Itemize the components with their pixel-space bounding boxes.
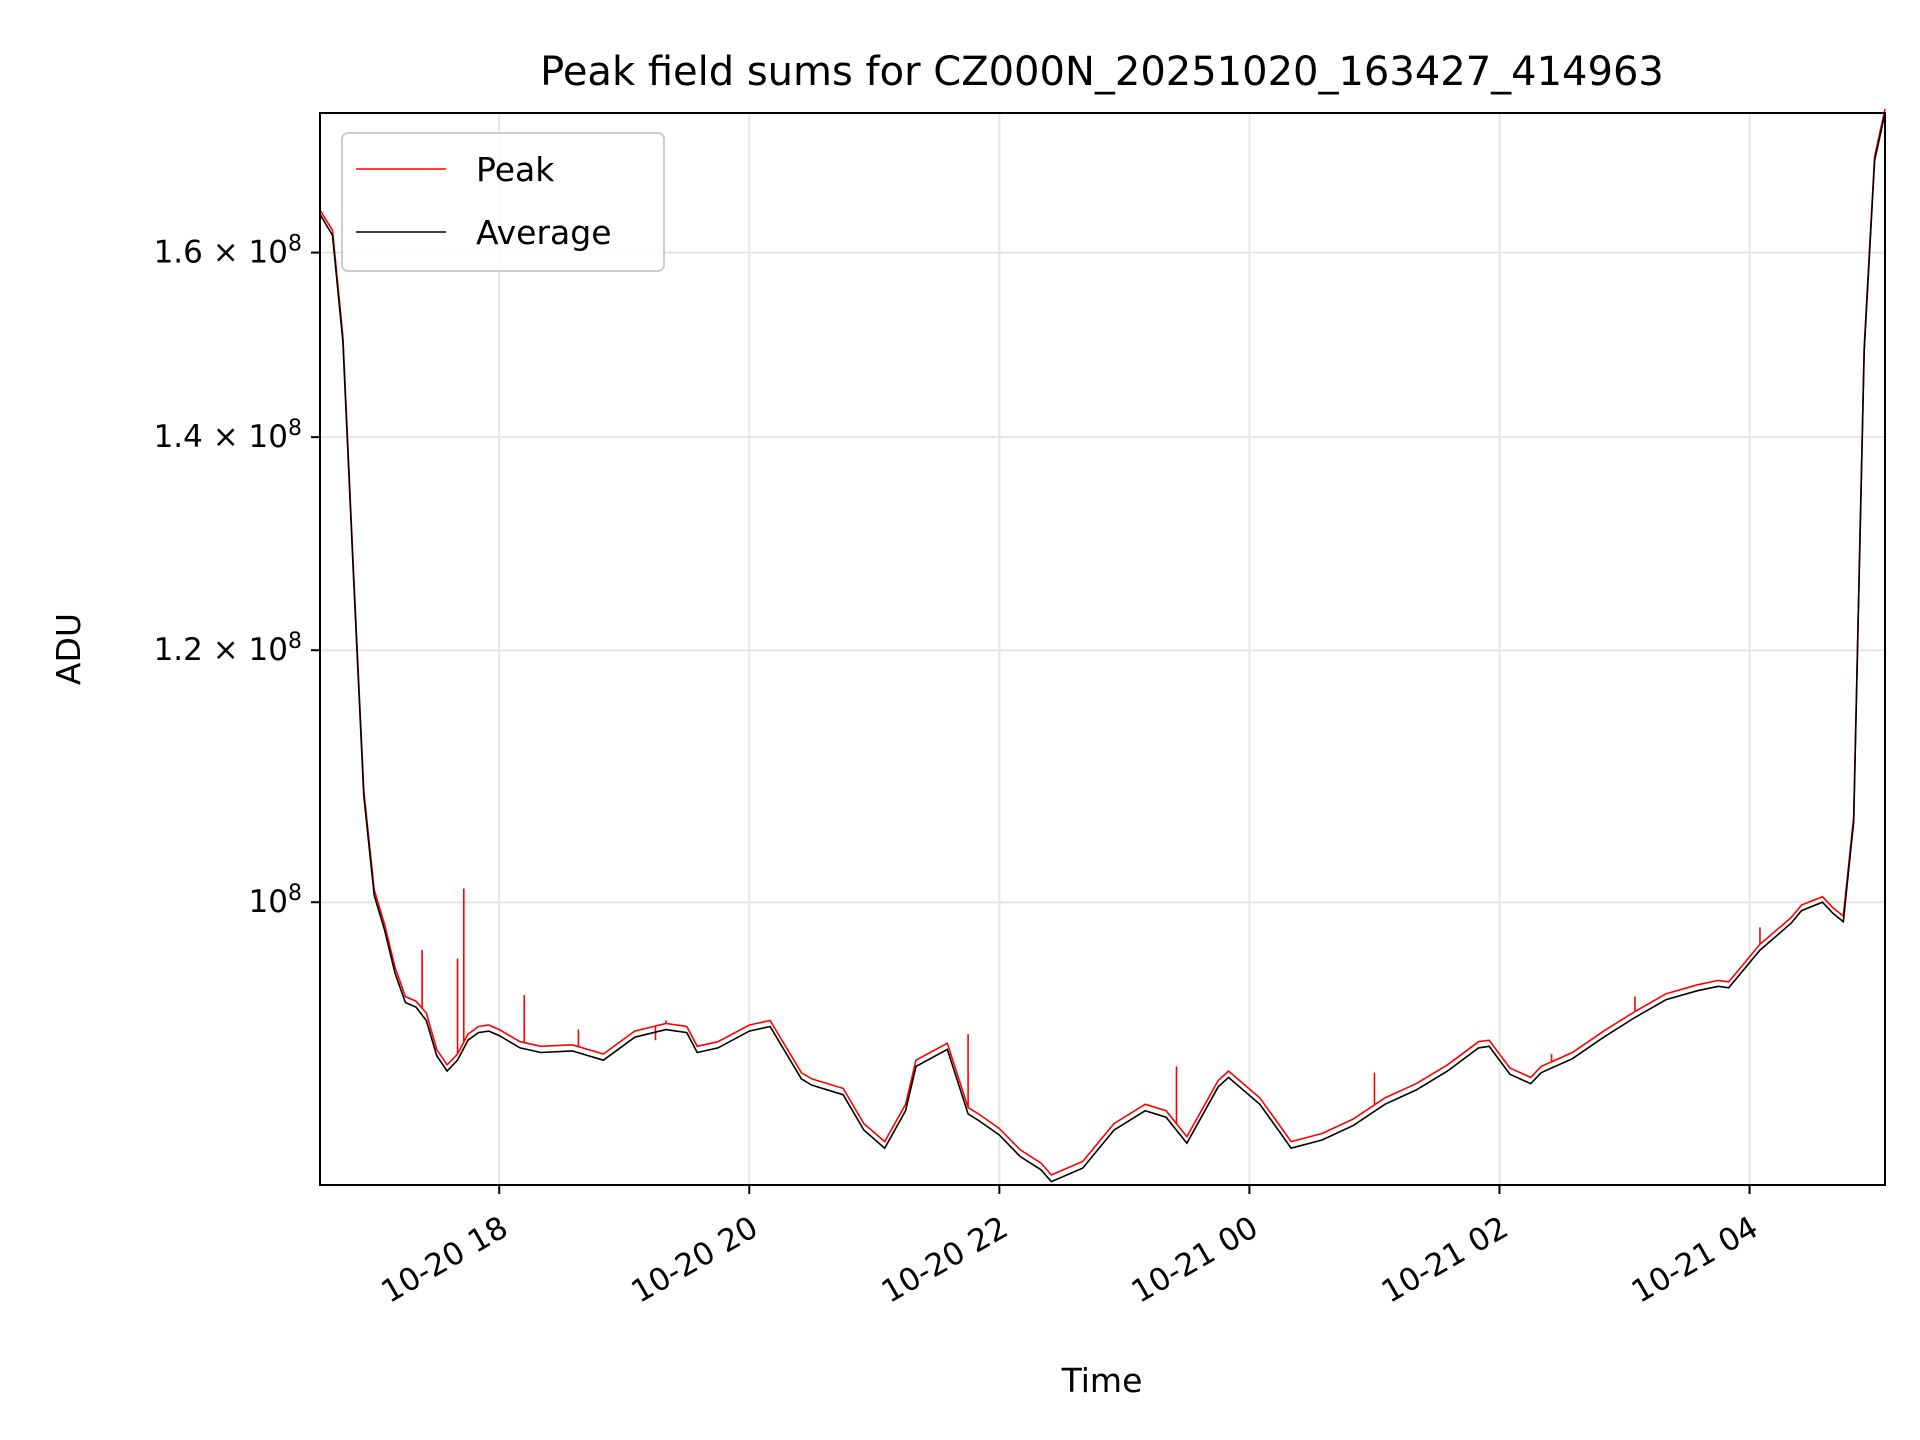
legend: Peak Average <box>341 132 665 272</box>
series-line-average <box>319 112 1886 1183</box>
y-tick-label: 1.6 × 108 <box>154 231 302 271</box>
chart-title: Peak field sums for CZ000N_20251020_1634… <box>540 49 1664 95</box>
legend-label-average: Average <box>476 213 612 252</box>
y-tick-mantissa: 1.6 × <box>154 235 249 271</box>
x-tick-label: 10-20 20 <box>625 1210 764 1311</box>
y-tick-base: 10 <box>249 632 288 668</box>
y-tick-label: 1.2 × 108 <box>154 629 302 669</box>
y-tick-exponent: 8 <box>288 881 302 906</box>
x-tick-label: 10-21 04 <box>1626 1210 1765 1311</box>
y-tick-base: 10 <box>249 884 288 920</box>
x-tick-label: 10-20 22 <box>875 1210 1014 1311</box>
x-tick-label: 10-21 00 <box>1126 1210 1265 1311</box>
y-tick-exponent: 8 <box>288 416 302 441</box>
grid-lines <box>320 113 1885 1185</box>
series-line-peak <box>319 108 1886 1176</box>
y-tick-mantissa: 1.4 × <box>154 419 249 455</box>
y-tick-exponent: 8 <box>288 629 302 654</box>
y-tick-mantissa: 1.2 × <box>154 632 249 668</box>
y-tick-base: 10 <box>249 419 288 455</box>
y-tick-base: 10 <box>249 235 288 271</box>
legend-box <box>341 132 665 272</box>
x-axis-ticks: 10-20 18 10-20 20 10-20 22 10-21 00 10-21 02… <box>375 1185 1764 1310</box>
y-tick-exponent: 8 <box>288 231 302 256</box>
plot-frame <box>319 112 1886 1186</box>
y-tick-label: 108 <box>249 881 302 921</box>
x-tick-label: 10-21 02 <box>1376 1210 1515 1311</box>
y-axis-title: ADU <box>49 613 88 685</box>
legend-label-peak: Peak <box>476 150 555 189</box>
y-tick-label: 1.4 × 108 <box>154 416 302 456</box>
series-layer <box>319 108 1886 1183</box>
peak-spikes <box>421 888 1761 1124</box>
x-tick-label: 10-20 18 <box>375 1210 514 1311</box>
x-axis-title: Time <box>1061 1361 1143 1400</box>
